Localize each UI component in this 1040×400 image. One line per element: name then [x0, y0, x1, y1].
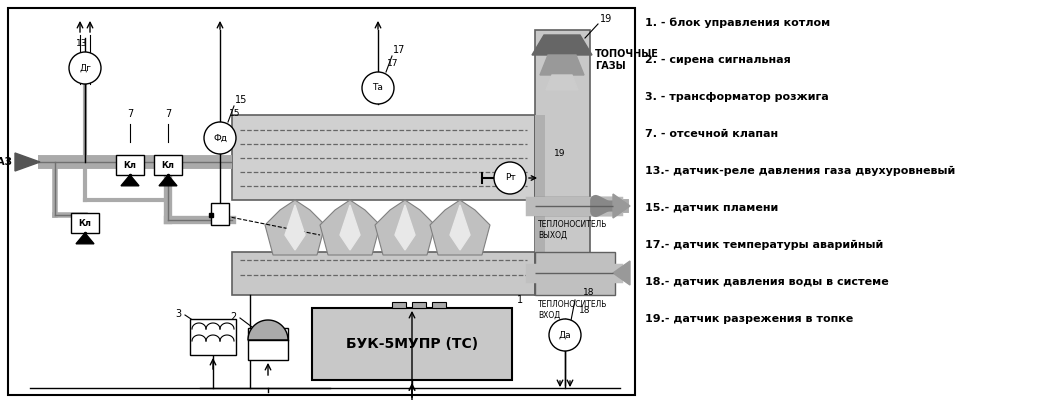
Text: 3. - трансформатор розжига: 3. - трансформатор розжига	[645, 92, 829, 102]
Text: Кл: Кл	[78, 218, 92, 228]
Polygon shape	[375, 200, 435, 255]
Polygon shape	[76, 233, 94, 244]
Text: 19: 19	[600, 14, 613, 24]
Text: ТЕПЛОНОСИТЕЛЬ
ВЫХОД: ТЕПЛОНОСИТЕЛЬ ВЫХОД	[538, 220, 607, 240]
Text: БУК-5МУПР (ТС): БУК-5МУПР (ТС)	[346, 337, 478, 351]
Text: Дг: Дг	[79, 64, 92, 72]
Polygon shape	[248, 320, 288, 340]
Bar	[535, 30, 590, 295]
Text: Рт: Рт	[504, 174, 516, 182]
Polygon shape	[15, 153, 40, 171]
Polygon shape	[285, 205, 305, 250]
Polygon shape	[395, 205, 415, 250]
Bar	[392, 302, 406, 308]
Polygon shape	[340, 205, 360, 250]
Text: 17.- датчик температуры аварийный: 17.- датчик температуры аварийный	[645, 240, 883, 250]
Text: 19.- датчик разрежения в топке: 19.- датчик разрежения в топке	[645, 314, 853, 324]
Bar	[535, 252, 615, 295]
Text: Кл: Кл	[124, 160, 136, 170]
Text: 13.- датчик-реле давления газа двухуровневый: 13.- датчик-реле давления газа двухуровн…	[645, 166, 956, 176]
Text: 18: 18	[583, 288, 595, 297]
Text: ТОПОЧНЫЕ
ГАЗЫ: ТОПОЧНЫЕ ГАЗЫ	[595, 49, 659, 71]
Circle shape	[204, 122, 236, 154]
Text: 1. - блок управления котлом: 1. - блок управления котлом	[645, 18, 830, 28]
Polygon shape	[613, 194, 630, 218]
Text: 7: 7	[165, 109, 172, 119]
Bar	[535, 115, 545, 295]
Bar	[116, 155, 144, 175]
Polygon shape	[159, 175, 177, 186]
Bar	[71, 213, 99, 233]
Bar	[232, 252, 535, 295]
Text: 7. - отсечной клапан: 7. - отсечной клапан	[645, 129, 778, 139]
Bar	[432, 302, 446, 308]
Polygon shape	[320, 200, 380, 255]
Polygon shape	[450, 205, 470, 250]
Text: 2: 2	[230, 312, 236, 322]
Polygon shape	[265, 200, 324, 255]
Text: 15.- датчик пламени: 15.- датчик пламени	[645, 203, 778, 213]
Polygon shape	[121, 175, 139, 186]
Bar	[232, 115, 535, 200]
Bar	[8, 8, 635, 395]
Polygon shape	[430, 200, 490, 255]
Polygon shape	[540, 55, 584, 75]
Circle shape	[69, 52, 101, 84]
Text: 18.- датчик давления воды в системе: 18.- датчик давления воды в системе	[645, 277, 889, 287]
Circle shape	[494, 162, 526, 194]
Text: 1: 1	[517, 295, 523, 305]
Bar	[154, 155, 182, 175]
Text: 13: 13	[76, 39, 87, 48]
Text: 15: 15	[229, 109, 240, 118]
Text: Та: Та	[372, 84, 384, 92]
Text: Да: Да	[558, 330, 571, 340]
Text: Кл: Кл	[161, 160, 175, 170]
Text: 17: 17	[393, 45, 406, 55]
Text: ГАЗ: ГАЗ	[0, 157, 12, 167]
Text: 3: 3	[175, 309, 181, 319]
Circle shape	[362, 72, 394, 104]
Bar	[312, 308, 512, 380]
Polygon shape	[546, 75, 578, 90]
Text: 19: 19	[554, 149, 566, 158]
Text: 7: 7	[127, 109, 133, 119]
Bar	[190, 319, 236, 355]
Polygon shape	[613, 261, 630, 285]
Bar	[248, 328, 288, 360]
Text: Фд: Фд	[213, 134, 227, 142]
Bar	[412, 302, 426, 308]
Text: ТЕПЛОНОСИТЕЛЬ
ВХОД: ТЕПЛОНОСИТЕЛЬ ВХОД	[538, 300, 607, 320]
Text: 17: 17	[387, 59, 398, 68]
Circle shape	[549, 319, 581, 351]
Bar	[211, 203, 229, 225]
Text: 15: 15	[235, 95, 248, 105]
Polygon shape	[532, 35, 592, 55]
Text: 18: 18	[579, 306, 591, 315]
Bar	[535, 197, 615, 215]
Text: 2. - сирена сигнальная: 2. - сирена сигнальная	[645, 55, 790, 65]
